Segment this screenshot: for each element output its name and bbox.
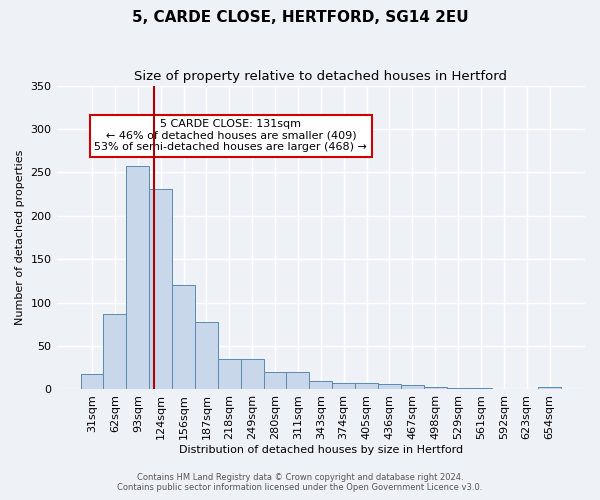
Bar — [378, 384, 401, 390]
Bar — [218, 359, 241, 390]
Title: Size of property relative to detached houses in Hertford: Size of property relative to detached ho… — [134, 70, 507, 83]
Bar — [149, 189, 172, 390]
Bar — [195, 322, 218, 390]
Text: 5, CARDE CLOSE, HERTFORD, SG14 2EU: 5, CARDE CLOSE, HERTFORD, SG14 2EU — [131, 10, 469, 25]
Bar — [241, 359, 263, 390]
Bar — [286, 372, 310, 390]
Text: 5 CARDE CLOSE: 131sqm
← 46% of detached houses are smaller (409)
53% of semi-det: 5 CARDE CLOSE: 131sqm ← 46% of detached … — [94, 119, 367, 152]
Y-axis label: Number of detached properties: Number of detached properties — [15, 150, 25, 325]
Bar — [310, 381, 332, 390]
Text: Contains HM Land Registry data © Crown copyright and database right 2024.
Contai: Contains HM Land Registry data © Crown c… — [118, 473, 482, 492]
Bar — [103, 314, 127, 390]
Bar — [446, 388, 469, 390]
Bar — [355, 382, 378, 390]
Bar — [538, 387, 561, 390]
Bar — [424, 387, 446, 390]
Bar — [127, 166, 149, 390]
X-axis label: Distribution of detached houses by size in Hertford: Distribution of detached houses by size … — [179, 445, 463, 455]
Bar — [172, 286, 195, 390]
Bar — [332, 382, 355, 390]
Bar — [401, 385, 424, 390]
Bar — [469, 388, 493, 390]
Bar — [80, 374, 103, 390]
Bar — [263, 372, 286, 390]
